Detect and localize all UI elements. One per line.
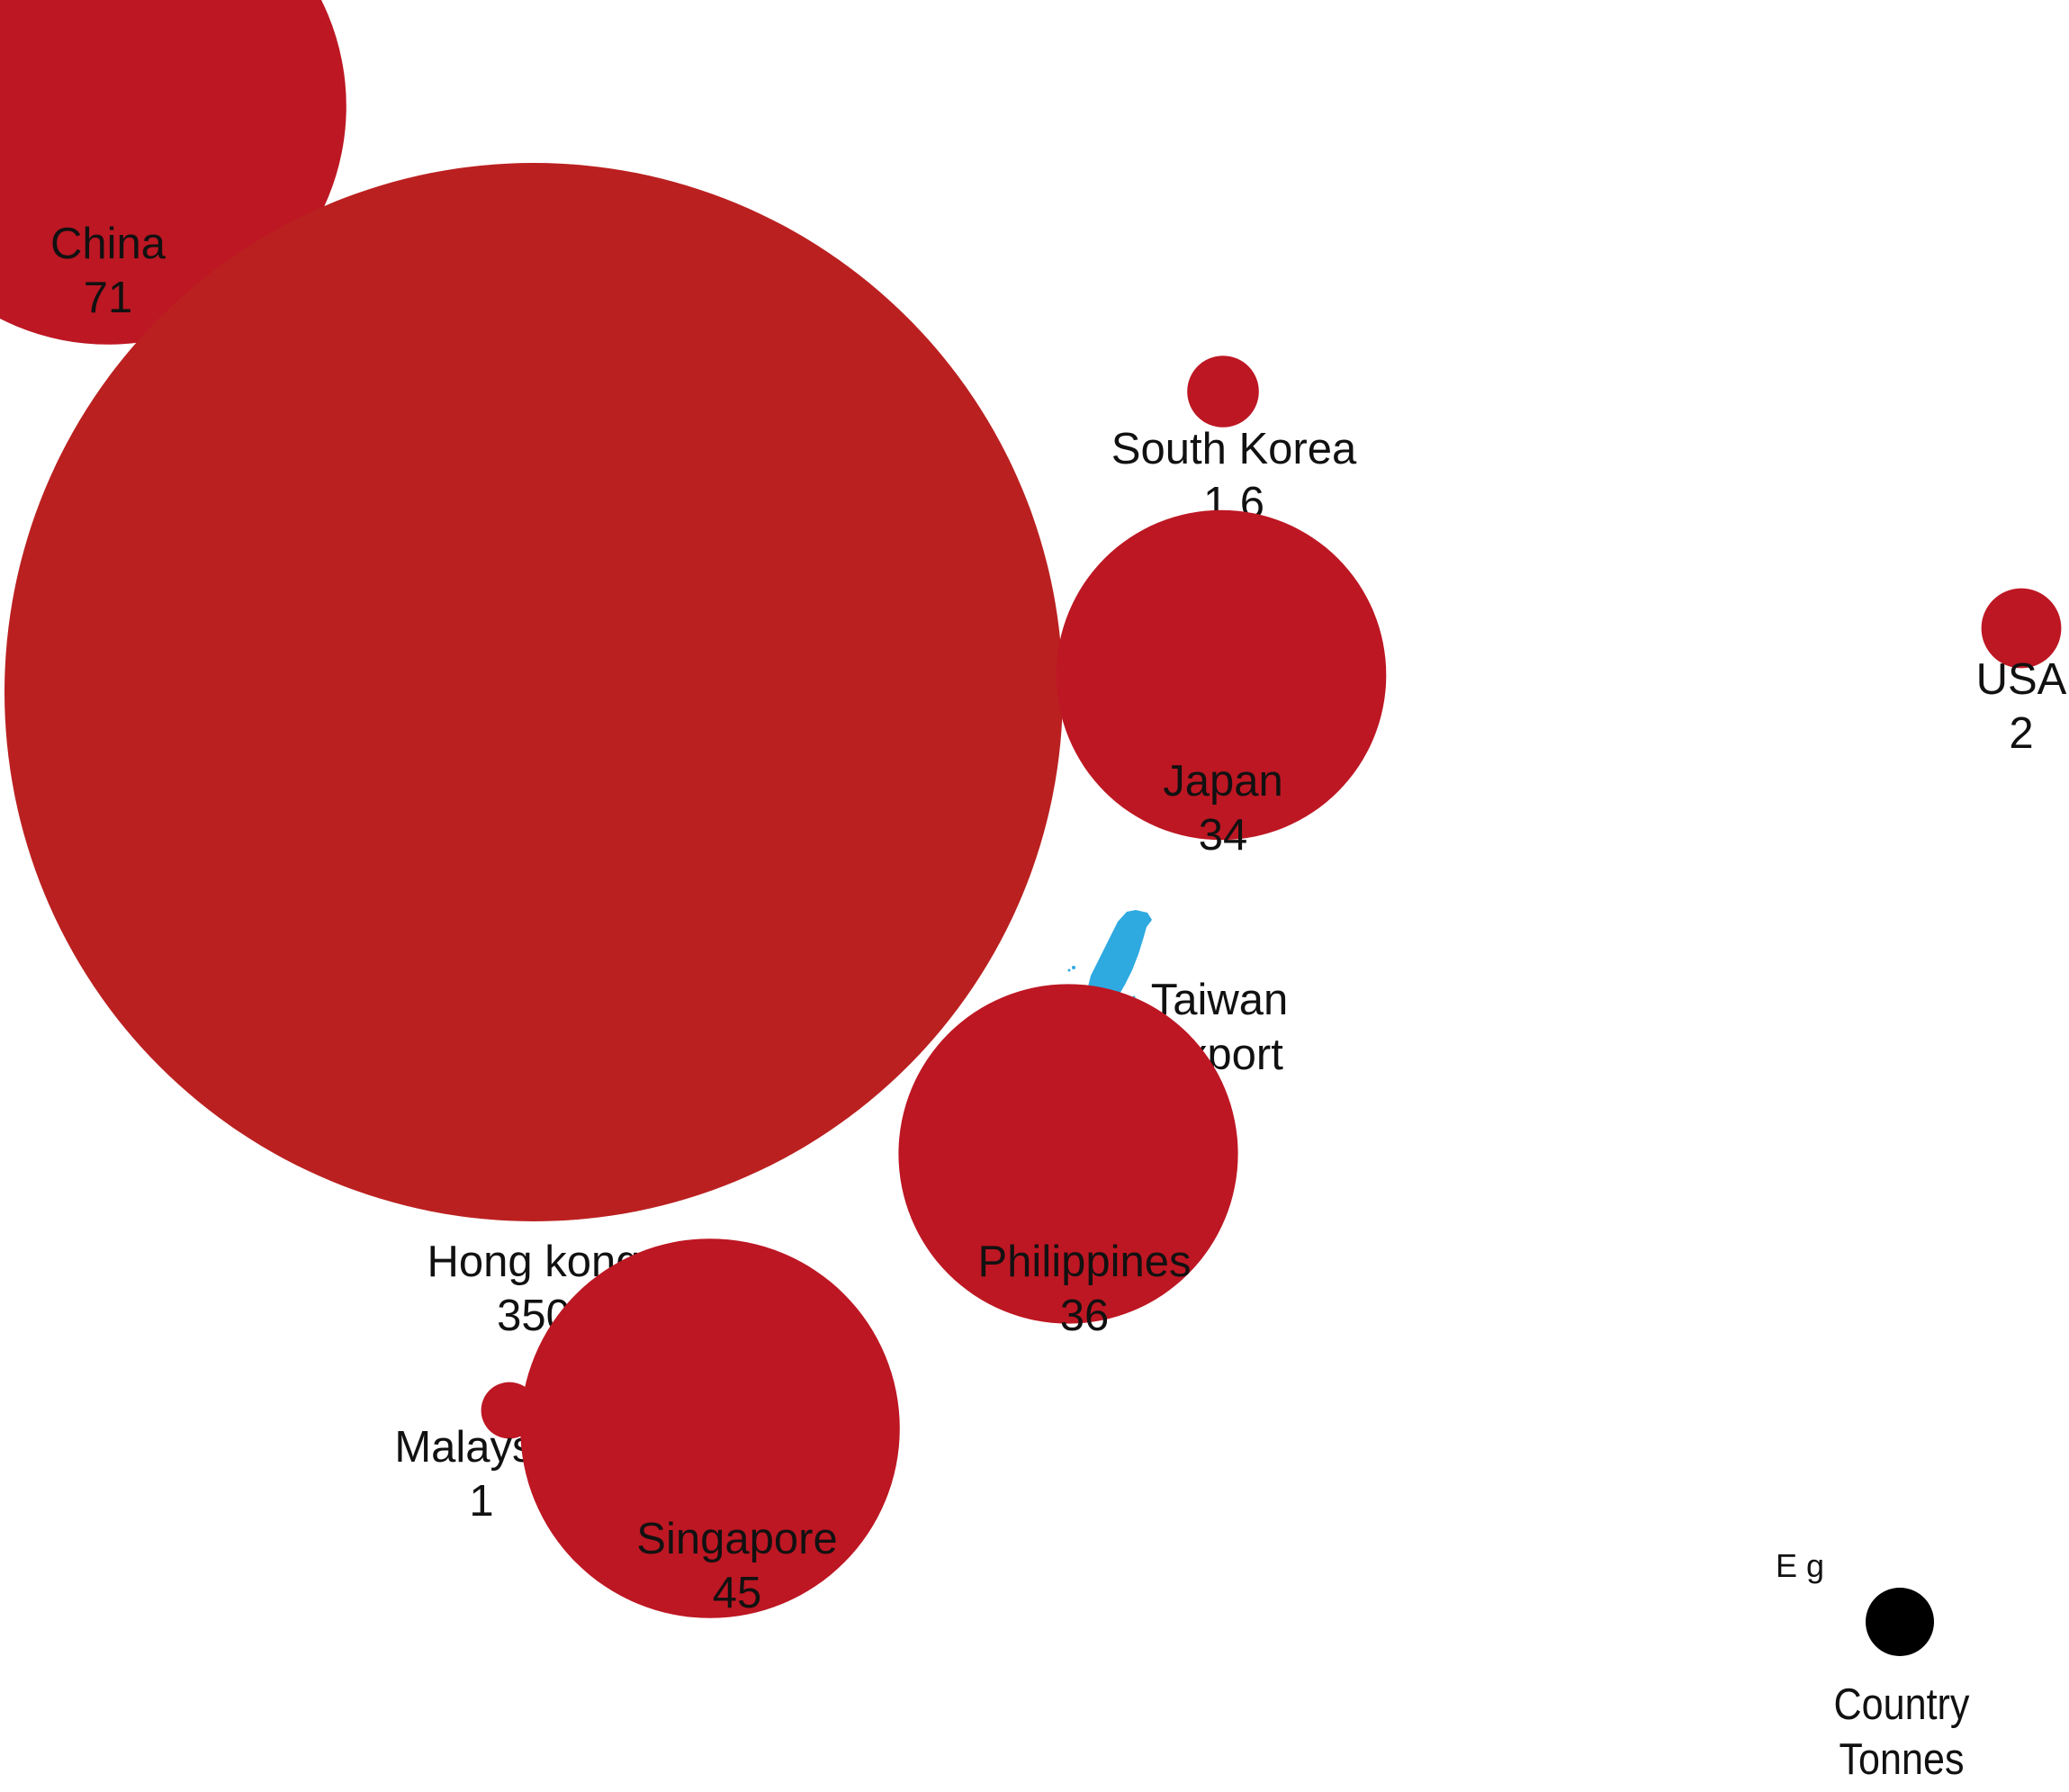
legend-line2: Tonnes [1839,1733,1964,1783]
bubble-singapore [520,1238,900,1618]
label-singapore-name: Singapore [636,1515,837,1563]
label-singapore-value: 45 [713,1569,762,1617]
label-usa-name: USA [1976,655,2067,704]
bubble-south-korea [1187,356,1259,428]
label-south-korea-name: South Korea [1111,425,1357,473]
bubble-philippines [898,984,1238,1324]
origin-name: Taiwan [1151,976,1289,1024]
label-malaysia-value: 1 [469,1477,493,1526]
label-japan-value: 34 [1199,811,1248,860]
legend-line1: Country [1834,1679,1970,1728]
label-china-name: China [50,220,166,268]
legend-title: E g [1776,1547,1824,1584]
bubble-hong-kong [4,163,1063,1221]
bubble-japan [1056,509,1387,841]
label-china-value: 71 [84,274,133,322]
legend: E g Country Tonnes [1776,1547,1969,1784]
label-japan-name: Japan [1163,757,1283,806]
label-philippines-value: 36 [1060,1292,1110,1340]
bubble-group: China 71 Hong kong 350 South Korea 1.6 J… [0,0,2067,1618]
label-usa-value: 2 [2009,709,2033,758]
label-philippines-name: Philippines [978,1238,1192,1286]
legend-marker [1866,1588,1934,1656]
bubble-usa [1981,588,2062,669]
